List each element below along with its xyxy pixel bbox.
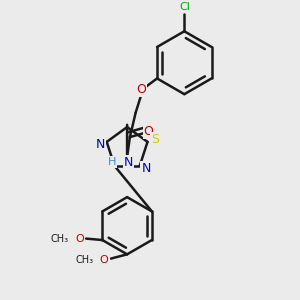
Text: N: N <box>124 156 133 169</box>
Text: N: N <box>96 138 105 151</box>
Text: CH₃: CH₃ <box>75 255 93 265</box>
Text: O: O <box>144 125 153 138</box>
Text: CH₃: CH₃ <box>50 234 68 244</box>
Text: O: O <box>100 255 109 265</box>
Text: O: O <box>136 83 146 96</box>
Text: O: O <box>75 234 84 244</box>
Text: H: H <box>108 157 116 167</box>
Text: Cl: Cl <box>179 2 190 12</box>
Text: S: S <box>151 133 159 146</box>
Text: N: N <box>141 162 151 175</box>
